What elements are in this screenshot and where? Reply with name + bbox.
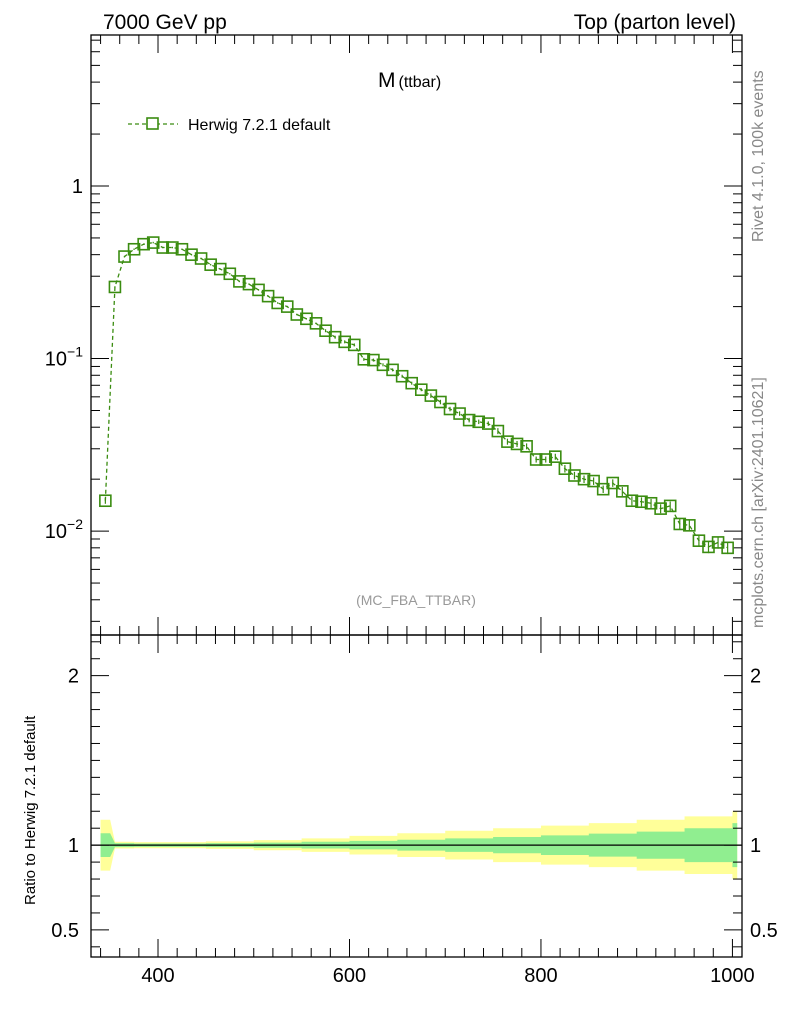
header-process-label: Top (parton level) (574, 11, 736, 34)
data-point (99, 494, 112, 508)
data-point (290, 308, 304, 321)
ratio-y-tick-label-left: 0.5 (51, 920, 79, 942)
x-tick-label: 1000 (710, 965, 755, 987)
data-point (424, 389, 438, 402)
x-tick-label: 400 (141, 965, 174, 987)
data-point (156, 241, 170, 254)
data-point (434, 395, 447, 409)
data-point (702, 540, 715, 554)
data-point (338, 335, 351, 349)
data-point (309, 317, 323, 330)
data-point (501, 435, 514, 448)
ratio-y-tick-label-left: 1 (68, 835, 79, 857)
ratio-plot-panel: 0.5 0.5 1 1 2 2 400 600 800 1000 Ratio to Herwig … (22, 634, 778, 987)
data-point (587, 474, 600, 488)
data-point (539, 453, 553, 466)
data-point (558, 462, 572, 475)
data-point (185, 248, 198, 261)
tick-label-exponent: −2 (67, 516, 83, 532)
main-axis-ticks: 10−210−11 (45, 35, 742, 635)
ratio-plot-frame (90, 634, 743, 958)
data-point (520, 440, 533, 453)
main-plot-panel: 10−210−11 M (ttbar) (MC_FBA_TTBAR) Herwig… (45, 34, 743, 636)
legend-entry-label: Herwig 7.2.1 default (188, 117, 331, 134)
x-tick-label: 600 (333, 965, 366, 987)
data-point (223, 267, 237, 281)
data-point (319, 324, 332, 338)
ratio-y-tick-label-left: 2 (68, 666, 79, 688)
data-point (108, 280, 122, 294)
data-point (357, 353, 371, 366)
data-point (616, 485, 629, 498)
plot-title-sub: (ttbar) (399, 74, 442, 91)
data-point (443, 402, 457, 416)
main-y-tick-label: 1 (72, 176, 83, 198)
side-label-mcplots: mcplots.cern.ch [arXiv:2401.10621] (750, 377, 767, 628)
x-tick-label: 800 (524, 965, 557, 987)
ratio-y-axis-label: Ratio to Herwig 7.2.1 default (22, 715, 39, 905)
data-point (300, 312, 313, 326)
data-point (233, 275, 246, 288)
side-label-rivet: Rivet 4.1.0, 100k events (750, 70, 767, 242)
data-point (462, 413, 476, 427)
data-point (271, 296, 284, 310)
data-point (482, 417, 495, 430)
data-point (118, 250, 131, 263)
ratio-y-tick-label-right: 1 (750, 835, 761, 857)
header-collision-label: 7000 GeV pp (103, 11, 227, 34)
data-point (683, 519, 696, 532)
main-y-tick-label: 10−2 (45, 516, 83, 543)
data-point (635, 495, 648, 509)
ratio-y-tick-label-right: 2 (750, 666, 761, 688)
data-point (328, 330, 342, 344)
data-point (625, 494, 639, 508)
plot-title: M (ttbar) (378, 69, 441, 92)
ratio-y-tick-label-right: 0.5 (750, 920, 778, 942)
data-point (213, 262, 227, 276)
tick-label-base: 10 (45, 349, 67, 371)
legend-marker-square (146, 117, 159, 130)
data-point (654, 502, 667, 515)
data-point (395, 369, 409, 383)
data-point (510, 437, 524, 451)
main-data-layer (99, 236, 734, 555)
data-point (386, 363, 399, 377)
data-point (663, 499, 677, 513)
data-point (166, 241, 179, 254)
data-point (137, 237, 150, 251)
tick-label-base: 10 (45, 521, 67, 543)
main-y-tick-label: 10−1 (45, 344, 83, 371)
data-point (529, 453, 543, 466)
tick-label-exponent: −1 (67, 344, 83, 360)
data-point (568, 469, 581, 482)
plot-title-main: M (378, 69, 396, 92)
data-point (491, 424, 505, 438)
data-point (577, 472, 591, 486)
data-point (606, 476, 620, 490)
data-point (405, 376, 419, 390)
data-point (261, 289, 275, 303)
data-point (472, 415, 486, 429)
data-point (280, 300, 294, 313)
data-point (453, 407, 466, 420)
data-point (204, 258, 217, 271)
data-point (347, 338, 361, 352)
data-point (673, 517, 687, 531)
analysis-watermark: (MC_FBA_TTBAR) (356, 592, 476, 608)
ratio-axis-ticks: 0.5 0.5 1 1 2 2 400 600 800 1000 (51, 635, 778, 987)
legend: Herwig 7.2.1 default (128, 117, 331, 134)
data-point (549, 450, 562, 463)
data-point (721, 541, 734, 555)
